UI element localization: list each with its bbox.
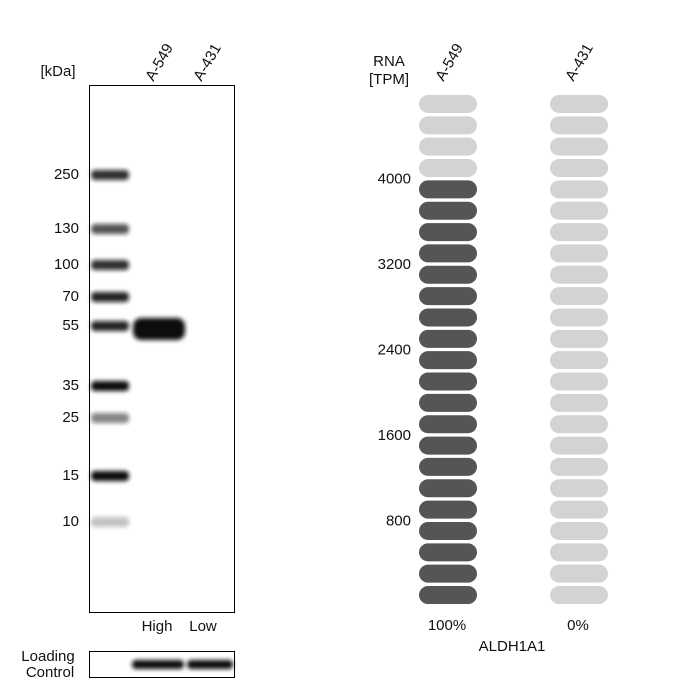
tick-label: 800 (386, 512, 411, 529)
pill (419, 564, 477, 583)
sample-band (133, 318, 185, 340)
marker-label: 15 (62, 467, 79, 484)
level-label: Low (189, 618, 217, 635)
pill (419, 586, 477, 605)
marker-band (91, 170, 129, 180)
lane-label: A-431 (190, 41, 225, 84)
marker-label: 35 (62, 377, 79, 394)
pill (550, 521, 608, 540)
tick-label: 2400 (378, 341, 411, 358)
pill (550, 457, 608, 476)
pill (550, 586, 608, 605)
pill (419, 94, 477, 113)
pill (550, 223, 608, 242)
pill (419, 244, 477, 263)
pill (419, 223, 477, 242)
blot-frame (89, 85, 235, 613)
pill (419, 372, 477, 391)
lane-label: A-549 (432, 41, 467, 84)
loading-label: Loading (21, 648, 74, 665)
marker-band (91, 471, 129, 481)
pill (550, 500, 608, 519)
pill (550, 265, 608, 284)
gene-label: ALDH1A1 (479, 638, 546, 655)
pill (550, 543, 608, 562)
pill (419, 201, 477, 220)
marker-label: 130 (54, 220, 79, 237)
marker-band (91, 381, 129, 391)
marker-band (91, 321, 129, 331)
value-label: 0% (567, 617, 589, 634)
pill (419, 308, 477, 327)
value-label: 100% (428, 617, 466, 634)
pill (419, 393, 477, 412)
lane-label: A-549 (142, 41, 177, 84)
pill (550, 159, 608, 178)
pill (419, 457, 477, 476)
pill (550, 329, 608, 348)
pill (419, 543, 477, 562)
rna-chart: 800 1600 2400 3200 4000 (378, 94, 608, 605)
pill (550, 244, 608, 263)
loading-band (132, 660, 184, 669)
marker-label: 10 (62, 513, 79, 530)
pill (419, 180, 477, 199)
pill (550, 94, 608, 113)
pill (419, 500, 477, 519)
tick-label: 1600 (378, 427, 411, 444)
marker-band (91, 260, 129, 270)
axis-label: [TPM] (369, 71, 409, 88)
marker-label: 100 (54, 256, 79, 273)
pill (550, 372, 608, 391)
pill (419, 351, 477, 370)
pill (550, 479, 608, 498)
pill (550, 201, 608, 220)
marker-band (91, 224, 129, 234)
marker-band (91, 292, 129, 302)
pill (550, 415, 608, 434)
pill (419, 265, 477, 284)
pill (550, 180, 608, 199)
lane-label: A-431 (562, 41, 597, 84)
rna-lane (550, 94, 608, 605)
pill (550, 116, 608, 135)
marker-label: 25 (62, 409, 79, 426)
marker-label: 250 (54, 166, 79, 183)
pill (550, 308, 608, 327)
pill (550, 436, 608, 455)
rna-lane (419, 94, 477, 605)
pill (419, 116, 477, 135)
pill (419, 329, 477, 348)
pill (419, 521, 477, 540)
pill (419, 415, 477, 434)
pill (550, 137, 608, 156)
pill (419, 287, 477, 306)
pill (419, 479, 477, 498)
pill (419, 137, 477, 156)
loading-label: Control (26, 664, 74, 681)
pill (419, 159, 477, 178)
tick-label: 3200 (378, 256, 411, 273)
level-label: High (142, 618, 173, 635)
pill (550, 351, 608, 370)
axis-label: RNA (373, 53, 405, 70)
marker-band (91, 413, 129, 423)
marker-band (91, 517, 129, 527)
unit-label: [kDa] (40, 63, 75, 80)
tick-label: 4000 (378, 171, 411, 188)
pill (419, 436, 477, 455)
marker-label: 55 (62, 317, 79, 334)
marker-ladder: 250 130 100 70 55 35 25 15 10 (54, 166, 129, 530)
pill (550, 564, 608, 583)
pill (550, 393, 608, 412)
loading-band (187, 660, 233, 669)
pill (550, 287, 608, 306)
marker-label: 70 (62, 288, 79, 305)
